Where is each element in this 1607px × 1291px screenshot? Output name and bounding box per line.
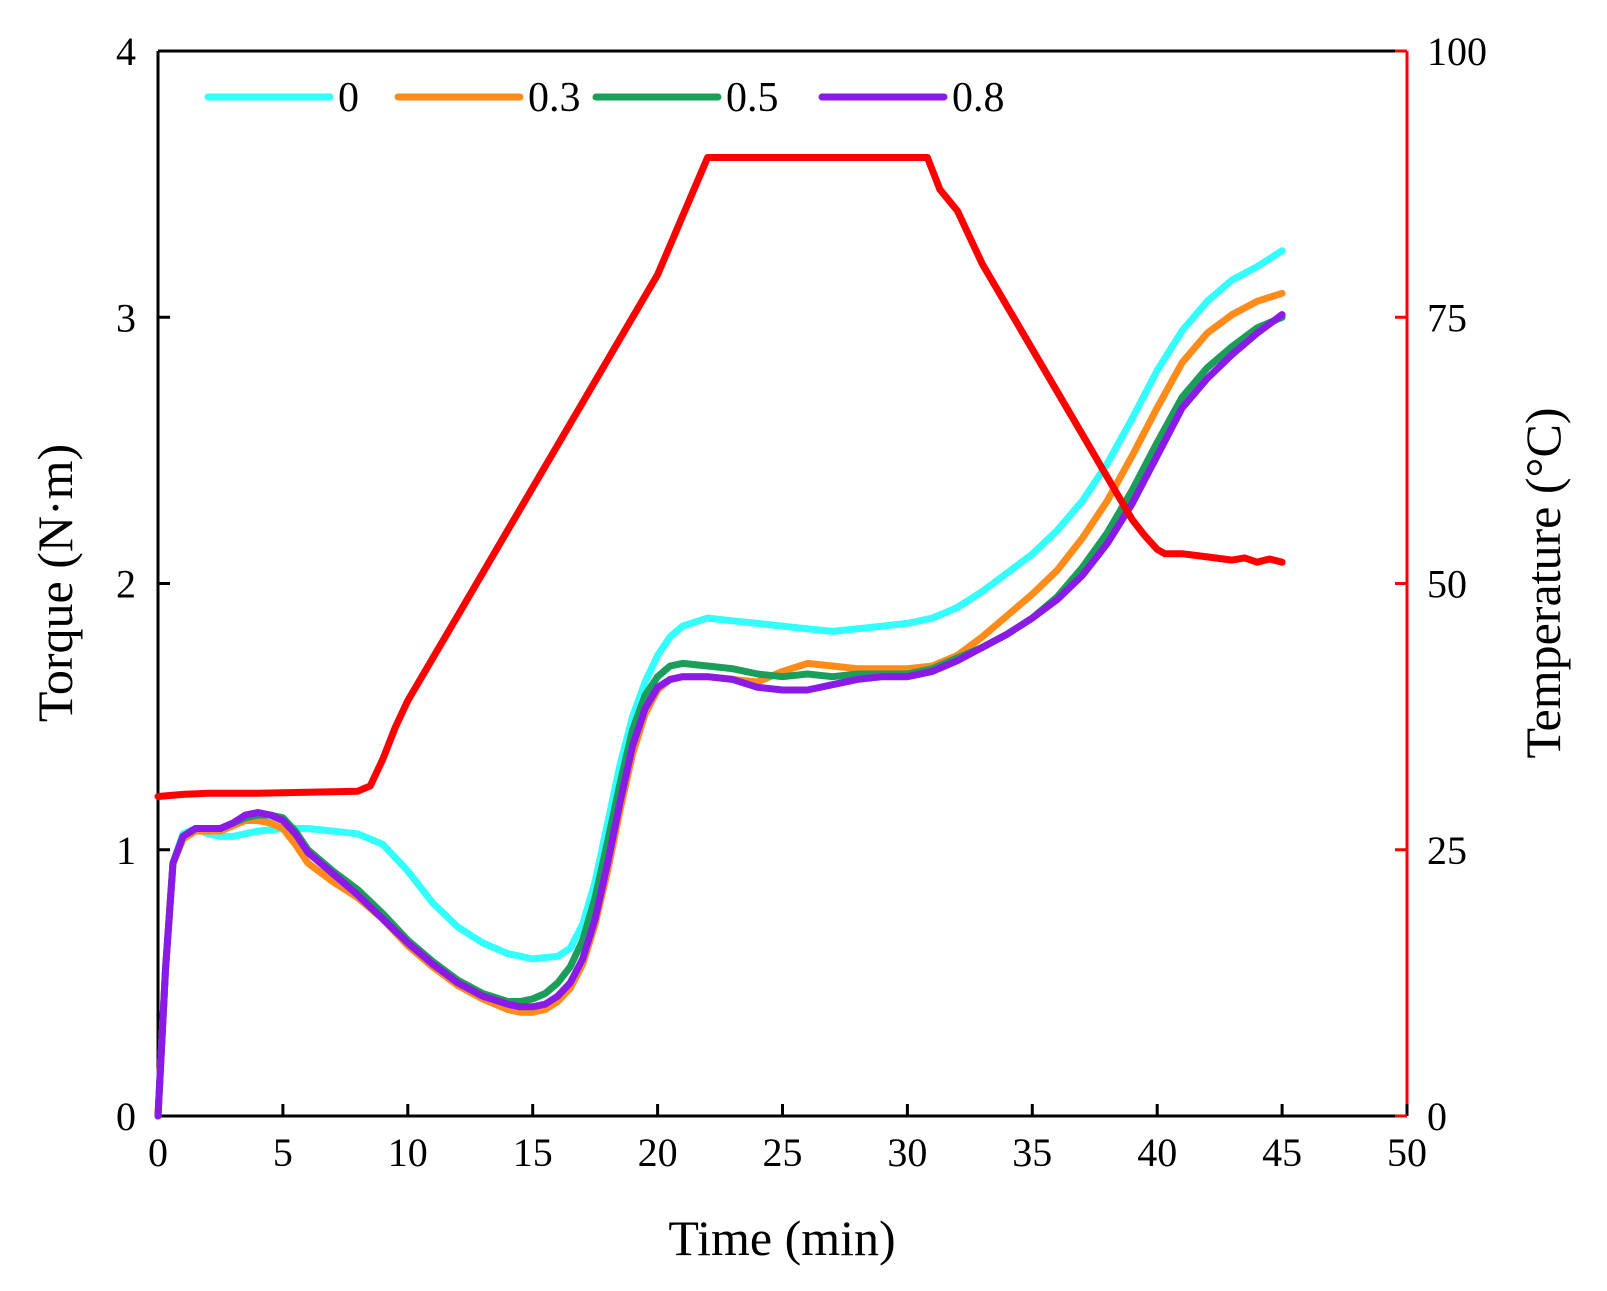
y2-tick-label: 0 <box>1427 1094 1447 1139</box>
y-tick-label: 1 <box>116 828 136 873</box>
axis-ticks <box>156 49 1409 1118</box>
y2-tick-label: 100 <box>1427 29 1487 74</box>
legend-label: 0 <box>338 75 359 121</box>
x-tick-label: 20 <box>638 1130 678 1175</box>
x-tick-label: 40 <box>1137 1130 1177 1175</box>
legend-label: 0.3 <box>528 75 581 121</box>
x-tick-label: 15 <box>513 1130 553 1175</box>
x-tick-label: 25 <box>763 1130 803 1175</box>
y2-tick-label: 25 <box>1427 828 1467 873</box>
series-line-0 <box>154 247 1286 1120</box>
y-tick-label: 4 <box>116 29 136 74</box>
x-tick-label: 45 <box>1262 1130 1302 1175</box>
y-tick-label: 2 <box>116 562 136 607</box>
x-axis-title: Time (min) <box>668 1210 895 1266</box>
y2-axis-title: Temperature (°C) <box>1515 407 1571 758</box>
series-line-0-5 <box>154 313 1286 1120</box>
x-tick-label: 10 <box>388 1130 428 1175</box>
legend-label: 0.5 <box>726 75 779 121</box>
legend: 0 0.3 0.5 0.8 <box>204 75 1005 121</box>
x-tick-label: 50 <box>1387 1130 1427 1175</box>
y2-tick-label: 50 <box>1427 562 1467 607</box>
x-tick-label: 0 <box>148 1130 168 1175</box>
x-tick-label: 5 <box>273 1130 293 1175</box>
y2-tick-label: 75 <box>1427 295 1467 340</box>
series-line-0-8 <box>154 311 1286 1120</box>
temperature-line <box>154 154 1286 800</box>
x-tick-label: 35 <box>1012 1130 1052 1175</box>
y-tick-label: 0 <box>116 1094 136 1139</box>
legend-label: 0.8 <box>952 75 1005 121</box>
x-tick-label: 30 <box>887 1130 927 1175</box>
series-line-0-3 <box>154 289 1286 1120</box>
y-axis-title: Torque (N·m) <box>27 444 83 722</box>
y-tick-label: 3 <box>116 295 136 340</box>
series-lines <box>154 154 1286 1120</box>
